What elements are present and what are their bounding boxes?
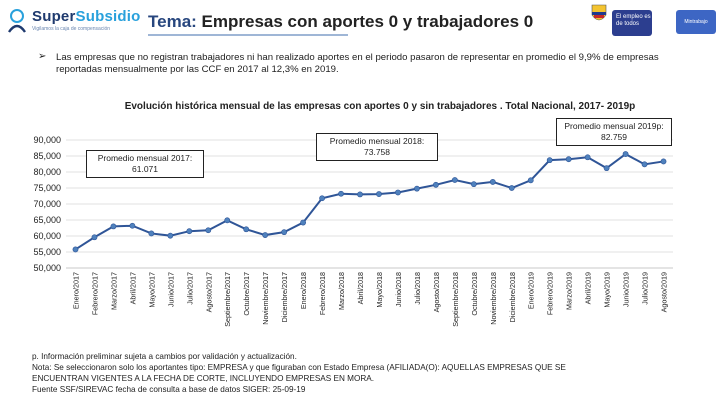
data-point [357,191,363,198]
intro-text: Las empresas que no registran trabajador… [56,52,659,75]
y-tick-label: 50,000 [33,263,61,273]
x-tick-label: Marzo/2019 [565,272,574,310]
data-point [224,217,231,224]
page-title: Tema: Empresas con aportes 0 y trabajado… [148,12,534,31]
x-tick-label: Enero/2017 [71,272,80,309]
data-point [243,226,250,233]
x-tick-label: Noviembre/2018 [489,272,498,325]
note-line: ENCUENTRAN VIGENTES A LA FECHA DE CORTE,… [32,374,374,383]
x-tick-label: Junio/2018 [394,272,403,307]
y-tick-label: 60,000 [33,231,61,241]
data-point [319,195,325,202]
chart-title: Evolución histórica mensual de las empre… [124,101,636,112]
data-point [603,165,610,172]
logo-tagline: Vigilamos la caja de compensación [32,26,111,32]
data-point [281,229,288,236]
data-point [186,228,193,235]
mintrabajo-badge: Mintrabajo [676,10,716,34]
data-point [470,181,477,188]
empleo-badge: El empleo es de todos [612,10,652,36]
data-point [508,185,515,191]
x-tick-label: Septiembre/2018 [451,272,460,327]
x-tick-label: Agosto/2019 [660,272,669,312]
data-point [546,157,553,164]
data-point [432,181,439,188]
note-line: Fuente SSF/SIREVAC fecha de consulta a b… [32,385,306,394]
data-point [641,161,648,168]
supersubsidio-logo-icon [8,9,26,33]
bullet-icon: ➢ [38,51,47,62]
x-tick-label: Abril/2019 [584,272,593,304]
average-callout: Promedio mensual 2018: 73.758 [316,133,438,161]
average-callout: Promedio mensual 2019p: 82.759 [556,118,672,146]
data-point [91,234,98,241]
x-tick-label: Diciembre/2017 [280,272,289,322]
note-line: Nota: Se seleccionaron solo los aportant… [32,363,566,372]
data-point [129,222,136,229]
data-point [300,219,307,226]
data-point [72,246,79,253]
series-line [74,152,664,251]
x-tick-label: Enero/2018 [299,272,308,309]
x-tick-label: Marzo/2018 [337,272,346,310]
note-line: p. Información preliminar sujeta a cambi… [32,352,297,361]
data-point [584,154,591,161]
colombia-seal-icon [591,4,607,21]
x-tick-label: Febrero/2017 [90,272,99,315]
x-tick-label: Diciembre/2018 [508,272,517,322]
x-tick-label: Julio/2017 [185,272,194,305]
y-tick-label: 55,000 [33,247,61,257]
x-tick-label: Septiembre/2017 [223,272,232,327]
data-point [376,191,382,197]
x-tick-label: Enero/2019 [527,272,536,309]
title-underline [148,34,348,36]
data-point [622,151,629,157]
x-tick-label: Julio/2018 [413,272,422,305]
data-point [527,177,534,184]
x-tick-label: Mayo/2017 [147,272,156,308]
y-tick-label: 70,000 [33,199,61,209]
data-point [167,232,174,239]
y-tick-label: 85,000 [33,151,61,161]
logo-name: SuperSubsidio [32,8,141,25]
header: SuperSubsidio Vigilamos la caja de compe… [0,0,720,42]
x-tick-label: Octubre/2017 [242,272,251,316]
x-tick-label: Abril/2018 [356,272,365,304]
average-callout: Promedio mensual 2017: 61.071 [86,150,204,178]
y-tick-label: 80,000 [33,167,61,177]
data-point [451,177,458,183]
y-tick-label: 65,000 [33,215,61,225]
x-tick-label: Octubre/2018 [470,272,479,316]
data-point [395,189,401,196]
data-point [205,227,212,234]
x-tick-label: Mayo/2018 [375,272,384,308]
data-point [110,223,117,230]
x-tick-label: Febrero/2018 [318,272,327,315]
x-tick-label: Junio/2017 [166,272,175,307]
data-point [414,185,420,192]
notes: p. Información preliminar sujeta a cambi… [32,351,692,395]
x-tick-label: Agosto/2017 [204,272,213,312]
data-point [660,158,667,165]
data-point [148,230,155,237]
data-point [338,190,344,197]
data-point [565,156,572,163]
x-tick-label: Noviembre/2017 [261,272,270,325]
x-tick-label: Junio/2019 [622,272,631,307]
y-tick-label: 90,000 [33,135,61,145]
data-point [262,232,269,238]
x-tick-label: Julio/2019 [641,272,650,305]
x-tick-label: Agosto/2018 [432,272,441,312]
x-tick-label: Febrero/2019 [546,272,555,315]
y-tick-label: 75,000 [33,183,61,193]
x-tick-label: Abril/2017 [128,272,137,304]
supersubsidio-logo[interactable]: SuperSubsidio Vigilamos la caja de compe… [6,8,140,40]
x-tick-label: Mayo/2019 [603,272,612,308]
data-point [489,179,496,185]
x-tick-label: Marzo/2017 [109,272,118,310]
